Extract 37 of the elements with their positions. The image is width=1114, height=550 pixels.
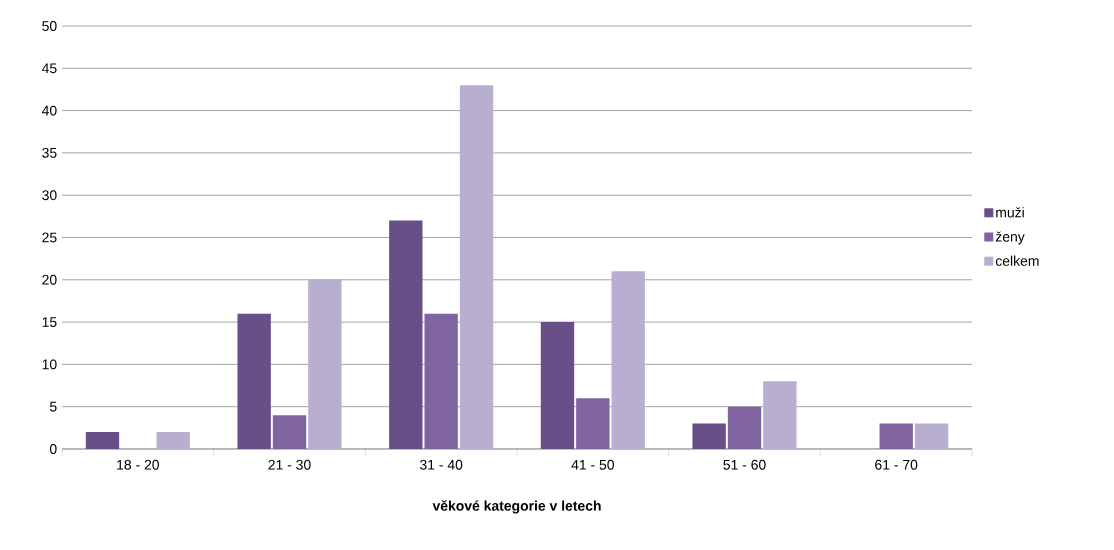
legend-label: muži xyxy=(996,207,1024,218)
y-tick-label: 30 xyxy=(42,190,57,201)
x-axis-title: věkové kategorie v letech xyxy=(432,500,601,514)
x-tick-label: 31 - 40 xyxy=(420,459,463,470)
bar xyxy=(611,271,645,449)
y-tick-label: 0 xyxy=(49,444,57,454)
bar xyxy=(85,432,120,449)
y-tick-label: 45 xyxy=(41,63,57,74)
bar xyxy=(879,423,913,449)
bar xyxy=(692,423,726,449)
y-tick-label: 40 xyxy=(41,105,57,116)
bar xyxy=(156,432,190,449)
bar xyxy=(459,85,494,449)
bar xyxy=(424,313,458,449)
y-tick-label: 25 xyxy=(42,232,57,243)
x-tick-label: 51 - 60 xyxy=(723,459,766,470)
y-tick-label: 50 xyxy=(42,21,57,31)
x-tick-label: 18 - 20 xyxy=(117,459,159,470)
bar xyxy=(308,279,342,449)
y-tick-label: 15 xyxy=(42,317,57,327)
bar xyxy=(576,398,610,449)
bar xyxy=(237,313,271,449)
bar xyxy=(272,415,307,449)
x-tick-label: 41 - 50 xyxy=(571,459,614,470)
y-tick-label: 20 xyxy=(42,274,57,285)
legend-label: celkem xyxy=(995,255,1039,266)
y-tick-label: 5 xyxy=(49,401,57,412)
legend-label: ženy xyxy=(995,231,1025,245)
bar xyxy=(763,381,797,449)
bar xyxy=(389,220,423,449)
bar xyxy=(914,423,949,449)
x-tick-label: 61 - 70 xyxy=(875,459,918,470)
bar xyxy=(727,406,762,449)
y-tick-label: 10 xyxy=(42,359,57,370)
y-tick-label: 35 xyxy=(42,147,57,158)
bar xyxy=(540,322,575,449)
x-tick-label: 21 - 30 xyxy=(268,459,311,470)
